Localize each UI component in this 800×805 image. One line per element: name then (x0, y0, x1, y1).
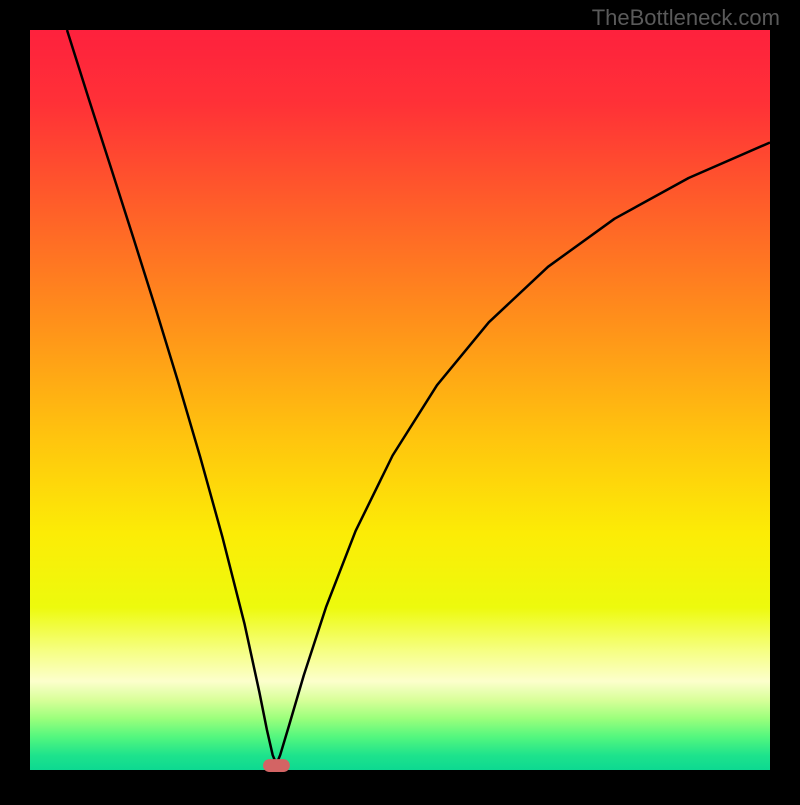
chart-gradient-bg (30, 30, 770, 770)
chart-svg (0, 0, 800, 800)
bottleneck-chart (0, 0, 800, 800)
optimum-marker (263, 760, 289, 772)
watermark-text: TheBottleneck.com (592, 5, 780, 31)
